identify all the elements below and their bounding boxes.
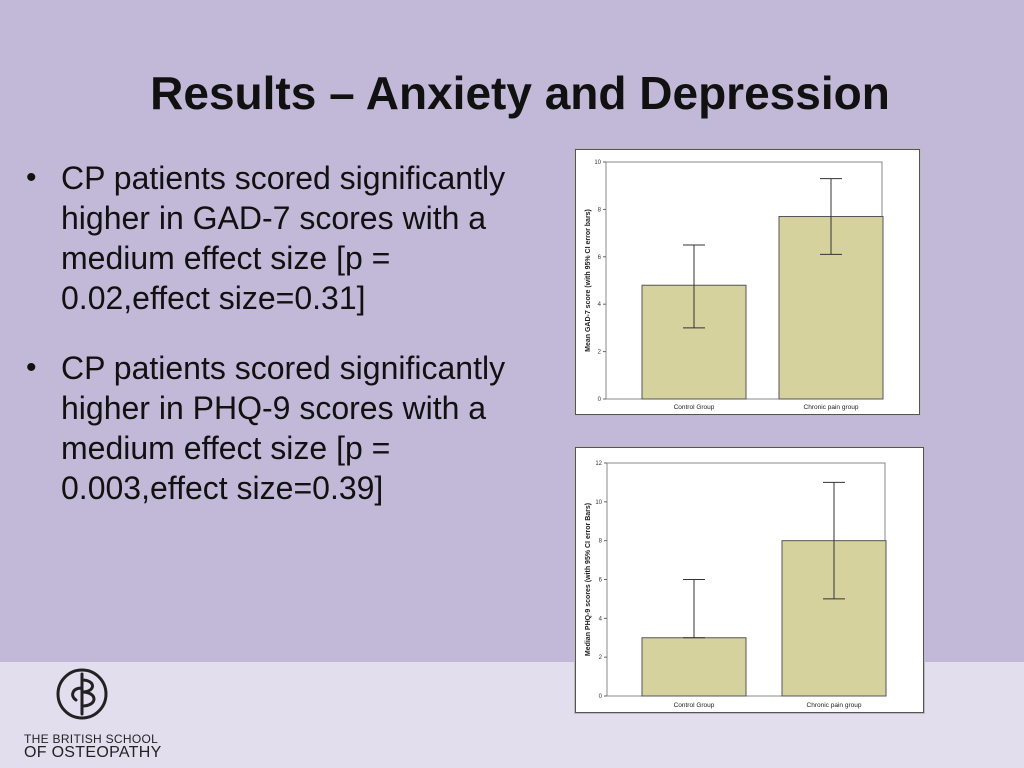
slide-title: Results – Anxiety and Depression bbox=[150, 67, 890, 119]
x-tick-label: Control Group bbox=[674, 404, 715, 411]
logo-text-line1: THE BRITISH SCHOOL bbox=[24, 732, 159, 746]
bullet-text-gad7: CP patients scored significantly higher … bbox=[61, 160, 506, 316]
y-tick-label: 8 bbox=[599, 539, 603, 545]
phq9-chart: 0 2 4 6 8 10 12 Median PHQ-9 scores (with 95% C… bbox=[585, 461, 887, 709]
bar bbox=[641, 637, 747, 697]
x-tick-label: Control Group bbox=[674, 702, 715, 709]
bullet-phq9: • CP patients scored significantly highe… bbox=[26, 348, 546, 508]
y-tick-label: 8 bbox=[598, 207, 602, 213]
gad7-chart: 0 2 4 6 8 10 Mean GAD-7 score (with 95% CI err… bbox=[585, 160, 884, 411]
y-tick-label: 0 bbox=[599, 694, 603, 700]
y-axis-label: Mean GAD-7 score (with 95% CI error bars… bbox=[585, 209, 592, 352]
bullet-marker: • bbox=[26, 161, 37, 194]
bullet-text-phq9: CP patients scored significantly higher … bbox=[61, 350, 506, 506]
logo-emblem-ring bbox=[56, 668, 108, 720]
logo-text-line2: OF OSTEOPATHY bbox=[24, 744, 162, 761]
y-tick-label: 6 bbox=[598, 255, 602, 261]
osteopathy-logo bbox=[56, 668, 108, 720]
y-tick-label: 10 bbox=[595, 500, 602, 506]
bullet-list: • CP patients scored significantly highe… bbox=[26, 158, 546, 538]
x-tick-label: Chronic pain group bbox=[804, 404, 859, 411]
x-tick-label: Chronic pain group bbox=[807, 702, 862, 709]
y-tick-label: 12 bbox=[595, 461, 602, 467]
y-tick-label: 4 bbox=[598, 302, 602, 308]
logo-emblem-mark bbox=[71, 672, 96, 716]
y-tick-label: 2 bbox=[599, 655, 603, 661]
bullet-gad7: • CP patients scored significantly highe… bbox=[26, 158, 546, 318]
y-tick-label: 4 bbox=[599, 616, 603, 622]
bullet-marker: • bbox=[26, 351, 37, 384]
gad7-chart-frame: 0 2 4 6 8 10 Mean GAD-7 score (with 95% CI err… bbox=[575, 149, 920, 415]
y-tick-label: 0 bbox=[598, 397, 602, 403]
y-tick-label: 6 bbox=[599, 578, 603, 584]
y-tick-label: 10 bbox=[594, 160, 601, 166]
y-axis-label: Median PHQ-9 scores (with 95% CI error B… bbox=[585, 503, 592, 656]
y-tick-label: 2 bbox=[598, 350, 602, 356]
phq9-chart-frame: 0 2 4 6 8 10 12 Median PHQ-9 scores (with 95% C… bbox=[575, 447, 924, 713]
